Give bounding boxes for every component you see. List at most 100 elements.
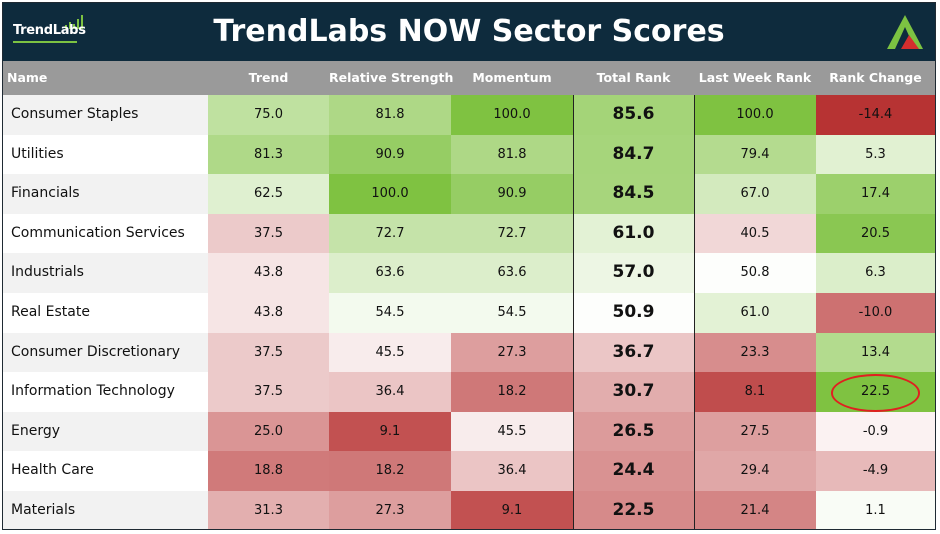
- relative-strength-cell: 36.4: [329, 372, 451, 412]
- total-rank-cell: 84.5: [573, 174, 694, 214]
- rank-change-cell: -4.9: [816, 451, 935, 491]
- table-row: Industrials 43.8 63.6 63.6 57.0 50.8 6.3: [3, 253, 935, 293]
- rank-change-cell: 6.3: [816, 253, 935, 293]
- last-week-rank-cell: 8.1: [694, 372, 816, 412]
- momentum-header: Momentum: [472, 70, 552, 85]
- sector-name: Real Estate: [3, 293, 208, 333]
- sector-name: Energy: [3, 411, 208, 452]
- trend-cell: 81.3: [208, 134, 329, 175]
- total-rank-cell: 61.0: [573, 213, 694, 254]
- last-week-rank-cell: 50.8: [694, 253, 816, 293]
- rank-change-cell: 17.4: [816, 174, 935, 214]
- table-row: Health Care 18.8 18.2 36.4 24.4 29.4 -4.9: [3, 451, 935, 491]
- momentum-cell: 36.4: [451, 451, 573, 491]
- relative-strength-cell: 90.9: [329, 134, 451, 175]
- rank-change-cell: -10.0: [816, 293, 935, 333]
- relative-strength-cell: 72.7: [329, 213, 451, 254]
- sector-name: Materials: [3, 491, 208, 529]
- momentum-cell: 72.7: [451, 213, 573, 254]
- trend-cell: 62.5: [208, 174, 329, 214]
- trend-cell: 43.8: [208, 253, 329, 293]
- table-row: Consumer Discretionary 37.5 45.5 27.3 36.7 23…: [3, 332, 935, 373]
- table-row: Real Estate 43.8 54.5 54.5 50.9 61.0 -10.0: [3, 293, 935, 333]
- rank-change-cell: 20.5: [816, 213, 935, 254]
- total-rank-cell: 84.7: [573, 134, 694, 175]
- momentum-cell: 90.9: [451, 174, 573, 214]
- logo-text: TrendLabs: [13, 23, 86, 38]
- total-rank-cell: 30.7: [573, 372, 694, 412]
- logo-underline: [13, 41, 77, 43]
- relative-strength-cell: 18.2: [329, 451, 451, 491]
- momentum-cell: 100.0: [451, 95, 573, 135]
- momentum-cell: 81.8: [451, 134, 573, 175]
- sector-name: Consumer Discretionary: [3, 332, 208, 373]
- trend-cell: 43.8: [208, 293, 329, 333]
- momentum-cell: 45.5: [451, 411, 573, 452]
- momentum-cell: 18.2: [451, 372, 573, 412]
- total-rank-cell: 50.9: [573, 293, 694, 333]
- table-row: Utilities 81.3 90.9 81.8 84.7 79.4 5.3: [3, 134, 935, 175]
- last-week-rank-cell: 67.0: [694, 174, 816, 214]
- last-week-rank-cell: 21.4: [694, 491, 816, 529]
- table-row: Materials 31.3 27.3 9.1 22.5 21.4 1.1: [3, 491, 935, 529]
- total-rank-cell: 57.0: [573, 253, 694, 293]
- trend-header: Trend: [248, 70, 289, 85]
- trend-cell: 18.8: [208, 451, 329, 491]
- sector-name: Information Technology: [3, 372, 208, 412]
- total-rank-cell: 24.4: [573, 451, 694, 491]
- trend-cell: 25.0: [208, 411, 329, 452]
- rank-change-cell: 1.1: [816, 491, 935, 529]
- trend-cell: 31.3: [208, 491, 329, 529]
- rank-change-cell: -0.9: [816, 411, 935, 452]
- page-title: TrendLabs NOW Sector Scores: [213, 14, 725, 49]
- trendlabs-logo: TrendLabs: [13, 15, 93, 49]
- triangle-logo-icon: [887, 15, 923, 49]
- rank-change-cell: 5.3: [816, 134, 935, 175]
- total-rank-cell: 36.7: [573, 332, 694, 373]
- last-week-rank-cell: 79.4: [694, 134, 816, 175]
- relative-strength-cell: 81.8: [329, 95, 451, 135]
- relative-strength-cell: 9.1: [329, 411, 451, 452]
- last-week-rank-cell: 29.4: [694, 451, 816, 491]
- sector-name: Health Care: [3, 451, 208, 491]
- trend-cell: 37.5: [208, 372, 329, 412]
- momentum-cell: 27.3: [451, 332, 573, 373]
- last-week-rank-header: Last Week Rank: [698, 70, 812, 85]
- last-week-rank-cell: 23.3: [694, 332, 816, 373]
- column-divider: [694, 95, 695, 529]
- rank-change-header: Rank Change: [829, 70, 922, 85]
- table-row: Information Technology 37.5 36.4 18.2 30.7 8.…: [3, 372, 935, 412]
- relative-strength-cell: 100.0: [329, 174, 451, 214]
- relative-strength-cell: 54.5: [329, 293, 451, 333]
- sector-name: Financials: [3, 174, 208, 214]
- momentum-cell: 63.6: [451, 253, 573, 293]
- total-rank-cell: 22.5: [573, 491, 694, 529]
- sector-name: Industrials: [3, 253, 208, 293]
- table-row: Energy 25.0 9.1 45.5 26.5 27.5 -0.9: [3, 411, 935, 452]
- header-bar: TrendLabs TrendLabs NOW Sector Scores: [3, 3, 935, 61]
- column-header-row: Name Trend Relative Strength Momentum Total …: [3, 61, 935, 95]
- table-row: Financials 62.5 100.0 90.9 84.5 67.0 17.4: [3, 174, 935, 214]
- column-divider: [573, 95, 574, 529]
- highlight-circle: [831, 374, 920, 412]
- trend-cell: 75.0: [208, 95, 329, 135]
- last-week-rank-cell: 100.0: [694, 95, 816, 135]
- sector-name: Consumer Staples: [3, 95, 208, 135]
- bar-chart-icon: [65, 15, 87, 29]
- rank-change-cell: 13.4: [816, 332, 935, 373]
- last-week-rank-cell: 27.5: [694, 411, 816, 452]
- relative-strength-cell: 45.5: [329, 332, 451, 373]
- last-week-rank-cell: 40.5: [694, 213, 816, 254]
- trend-cell: 37.5: [208, 213, 329, 254]
- relative-strength-cell: 63.6: [329, 253, 451, 293]
- total-rank-header: Total Rank: [596, 70, 671, 85]
- rank-change-cell: -14.4: [816, 95, 935, 135]
- momentum-cell: 54.5: [451, 293, 573, 333]
- table-row: Consumer Staples 75.0 81.8 100.0 85.6 100.0 -1…: [3, 95, 935, 135]
- momentum-cell: 9.1: [451, 491, 573, 529]
- sector-name: Communication Services: [3, 213, 208, 254]
- name-header: Name: [7, 70, 48, 85]
- last-week-rank-cell: 61.0: [694, 293, 816, 333]
- sector-name: Utilities: [3, 134, 208, 175]
